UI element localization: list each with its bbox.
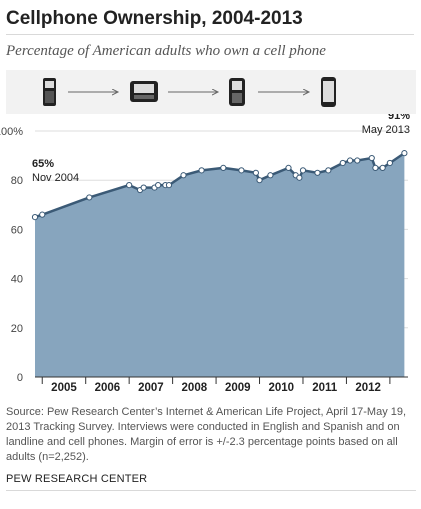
annotation-value-start: 65% [32, 158, 54, 170]
chart-title: Cellphone Ownership, 2004-2013 [6, 8, 303, 29]
data-point [285, 164, 292, 172]
chart-subtitle: Percentage of American adults who own a … [6, 43, 326, 59]
data-point [238, 167, 245, 174]
data-point [155, 182, 162, 189]
data-point [346, 157, 354, 164]
chart-points [31, 150, 408, 221]
y-tick-label: 80 [11, 175, 23, 187]
data-point [267, 172, 274, 179]
data-point [140, 184, 147, 191]
data-point [86, 194, 93, 201]
data-point [252, 169, 260, 176]
data-point [256, 177, 263, 184]
data-point [31, 214, 39, 221]
data-point [39, 211, 46, 218]
data-point [220, 164, 227, 172]
x-tick-label: 2009 [225, 382, 251, 394]
x-tick-label: 2008 [182, 382, 208, 394]
data-point [354, 157, 361, 164]
footer-divider [6, 490, 416, 491]
sidekick-phone-icon [130, 81, 158, 102]
ownership-chart: 0 20 40 60 80 100% 2005 2006 2007 2008 2009 2010 201… [0, 114, 410, 394]
data-point [339, 159, 346, 167]
x-tick-label: 2006 [95, 382, 121, 394]
data-point [401, 150, 408, 157]
chart-axes: 0 20 40 60 80 100% 2005 2006 2007 2008 2009 2010 201… [0, 126, 408, 394]
x-tick-label: 2007 [138, 382, 164, 394]
pew-brand: PEW RESEARCH CENTER [6, 473, 148, 485]
flip-phone-icon [43, 78, 56, 106]
ownership-area [35, 153, 405, 377]
data-point [299, 167, 307, 174]
x-tick-label: 2011 [312, 382, 338, 394]
data-point [165, 182, 173, 189]
chart-annotations: 65% Nov 2004 91% May 2013 [32, 114, 410, 184]
data-point [126, 182, 133, 189]
x-tick-label: 2012 [355, 382, 381, 394]
annotation-date-start: Nov 2004 [32, 172, 79, 184]
y-tick-label: 20 [11, 323, 23, 335]
y-tick-label: 60 [11, 224, 23, 236]
annotation-date-end: May 2013 [362, 124, 410, 136]
annotation-value-end: 91% [388, 114, 410, 122]
data-point [296, 174, 303, 181]
data-point [386, 159, 393, 167]
data-point [325, 167, 332, 174]
data-point [314, 169, 321, 176]
blackberry-phone-icon [229, 78, 245, 106]
source-note: Source: Pew Research Center’s Internet &… [6, 406, 407, 463]
chart-area [34, 152, 406, 377]
phone-evolution-graphic [43, 77, 336, 107]
data-point [379, 164, 386, 172]
data-point [180, 172, 187, 179]
x-tick-label: 2005 [51, 382, 77, 394]
y-tick-label: 40 [11, 274, 23, 286]
data-point [198, 167, 205, 174]
title-divider [6, 34, 414, 35]
x-tick-label: 2010 [268, 382, 294, 394]
smartphone-icon [321, 77, 336, 107]
data-point [372, 164, 379, 172]
phone-evolution-strip [6, 70, 416, 114]
y-tick-label: 100% [0, 126, 23, 138]
y-tick-label: 0 [17, 372, 23, 384]
data-point [368, 154, 375, 162]
